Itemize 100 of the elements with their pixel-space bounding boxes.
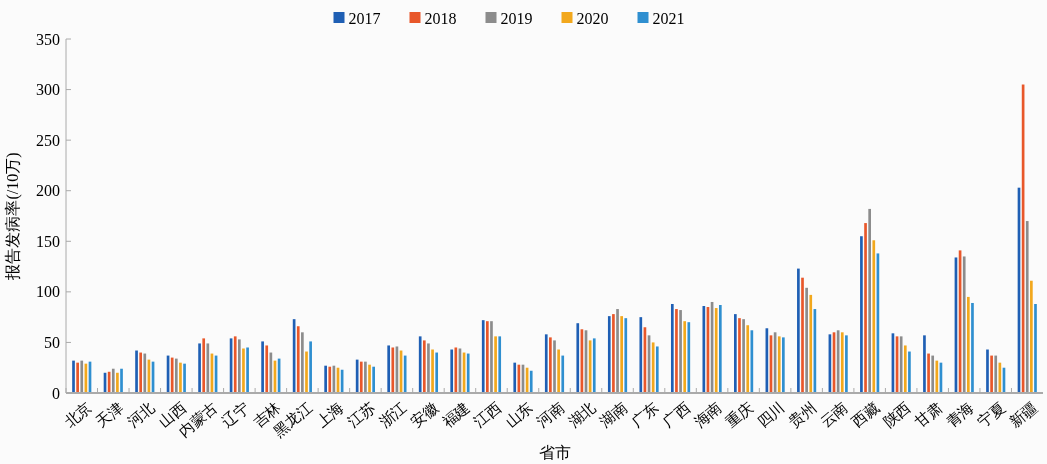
x-tick-label: 宁夏: [975, 399, 1009, 431]
bar: [561, 355, 565, 393]
y-tick-label: 0: [52, 384, 60, 402]
bar: [261, 341, 264, 393]
bar: [179, 362, 182, 393]
bar: [557, 349, 560, 393]
bar: [481, 320, 485, 393]
bar: [994, 355, 998, 393]
x-tick-label: 上海: [313, 399, 347, 431]
legend-label: 2017: [348, 9, 381, 27]
bar: [364, 361, 367, 393]
bar: [679, 310, 682, 393]
y-tick-label: 250: [36, 131, 60, 149]
x-tick-label: 四川: [754, 399, 788, 431]
bar: [607, 316, 611, 393]
bar: [513, 362, 517, 393]
bar: [612, 314, 615, 393]
x-tick-label: 陕西: [880, 399, 914, 431]
y-tick-label: 50: [44, 334, 60, 352]
bar: [655, 346, 659, 393]
x-tick-label: 云南: [817, 399, 851, 431]
bar: [301, 332, 304, 393]
bar: [490, 321, 493, 393]
bar: [418, 336, 422, 393]
y-tick-label: 100: [36, 283, 60, 301]
bar: [868, 208, 871, 393]
bar: [624, 318, 628, 393]
bar: [903, 345, 907, 393]
bar: [135, 350, 138, 393]
bar: [494, 336, 497, 393]
bar: [431, 349, 434, 393]
bar: [986, 349, 989, 393]
bar: [931, 355, 935, 393]
bar: [927, 353, 930, 393]
bar: [962, 256, 966, 393]
bar: [797, 268, 800, 393]
bar: [966, 296, 970, 393]
bar: [116, 372, 119, 393]
bar: [80, 360, 84, 393]
bar: [422, 340, 426, 393]
x-axis-title: 省市: [538, 444, 571, 461]
y-tick-label: 350: [36, 30, 60, 48]
bar: [990, 355, 993, 393]
x-tick-label: 海南: [691, 399, 725, 431]
x-tick-label: 湖南: [596, 399, 631, 431]
x-tick-label: 河南: [533, 399, 568, 431]
x-tick-label: 广西: [659, 399, 694, 431]
x-tick-label: 广东: [628, 399, 662, 431]
legend-label: 2019: [500, 9, 533, 27]
x-tick-label: 贵州: [786, 399, 820, 431]
bar: [777, 336, 781, 393]
bar: [620, 316, 623, 393]
bar: [296, 326, 300, 393]
bar: [549, 337, 552, 393]
bar: [174, 358, 178, 393]
bar: [246, 347, 249, 393]
bar: [553, 340, 556, 393]
legend-label: 2018: [424, 9, 457, 27]
x-tick-label: 新疆: [1006, 399, 1040, 431]
bar: [971, 302, 974, 393]
bar: [576, 323, 580, 393]
bar: [746, 325, 750, 393]
bar: [466, 353, 470, 393]
bar: [242, 348, 245, 393]
bar: [328, 366, 332, 393]
bar: [143, 353, 147, 393]
y-tick-label: 150: [36, 232, 60, 250]
x-tick-label: 山东: [502, 399, 536, 431]
bar: [923, 335, 926, 393]
bar: [864, 223, 867, 393]
y-axis-title: 报告发病率(/10万): [4, 152, 22, 281]
bar: [860, 236, 863, 393]
legend-label: 2020: [576, 9, 609, 27]
bar: [72, 360, 75, 393]
bar: [840, 332, 844, 393]
x-tick-label: 辽宁: [218, 399, 253, 431]
bar: [734, 314, 737, 393]
bar: [305, 351, 308, 393]
bar: [309, 341, 312, 393]
bar: [845, 335, 848, 393]
bar: [683, 321, 687, 393]
bar: [403, 355, 407, 393]
bar: [120, 368, 123, 393]
bar: [486, 321, 489, 393]
bar: [592, 338, 596, 393]
bar: [872, 240, 876, 393]
bar: [702, 306, 706, 393]
bar: [372, 366, 375, 393]
bar: [738, 318, 741, 393]
x-tick-label: 甘肃: [912, 399, 946, 431]
bar: [387, 345, 391, 393]
y-tick-label: 300: [36, 81, 60, 99]
x-tick-label: 浙江: [376, 399, 410, 431]
bar: [908, 351, 911, 393]
x-tick-label: 福建: [439, 399, 473, 431]
bar: [935, 360, 939, 393]
x-tick-label: 河北: [124, 399, 158, 431]
bar: [202, 338, 206, 393]
bar: [1030, 280, 1033, 393]
bar: [805, 287, 808, 393]
